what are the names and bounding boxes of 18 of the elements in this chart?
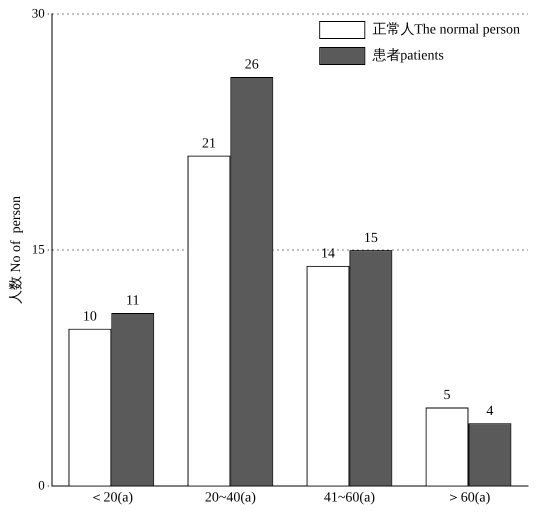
x-tick-label: ＞60(a) (446, 490, 491, 506)
legend-label: 正常人The normal person (372, 22, 520, 38)
x-tick-label: 41~60(a) (324, 490, 376, 506)
y-tick-label: 0 (38, 478, 45, 493)
data-label: 5 (444, 388, 451, 404)
y-axis-title: 人数 No of person (8, 196, 24, 304)
data-label: 14 (320, 246, 335, 262)
y-tick-label: 30 (32, 5, 45, 20)
data-label: 26 (244, 58, 259, 73)
x-tick-label: 20~40(a) (204, 490, 256, 506)
data-label: 21 (202, 136, 216, 152)
data-label: 11 (126, 294, 140, 309)
y-tick-label: 15 (32, 242, 45, 257)
data-label: 4 (486, 404, 494, 419)
x-tick-label: ＜20(a) (90, 490, 134, 506)
data-label: 15 (364, 230, 378, 246)
legend-label: 患者patients (371, 48, 444, 64)
data-label: 10 (82, 309, 97, 324)
